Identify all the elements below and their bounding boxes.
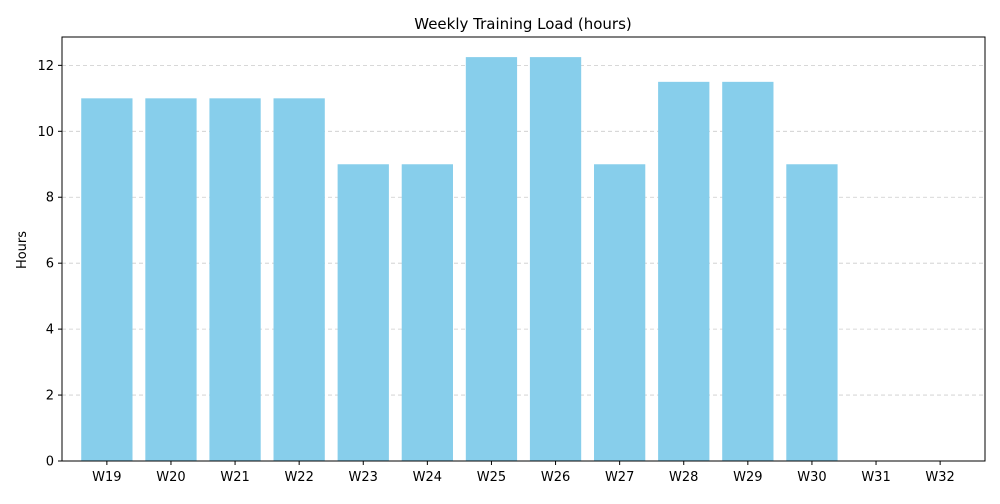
bar-w24 <box>401 164 453 462</box>
bar-w26 <box>529 57 582 462</box>
y-ticks: 0 2 4 6 8 10 12 <box>37 59 62 470</box>
y-tick-label: 6 <box>46 257 54 272</box>
bar-w21 <box>209 98 261 461</box>
x-ticks: W19 W20 W21 W22 W23 W24 W25 W26 W27 W28 W29 W30 W31 W… <box>92 461 955 485</box>
bar-w22 <box>273 98 325 461</box>
bar-w20 <box>145 98 197 461</box>
y-axis-label: Hours <box>15 231 30 269</box>
x-tick-label: W20 <box>156 470 185 485</box>
x-tick-label: W26 <box>541 470 570 485</box>
x-tick-label: W23 <box>349 470 378 485</box>
bar-w19 <box>81 98 133 461</box>
bar-w25 <box>465 57 518 462</box>
x-tick-label: W21 <box>220 470 249 485</box>
x-tick-label: W31 <box>861 470 890 485</box>
y-tick-label: 0 <box>46 455 54 470</box>
chart-title: Weekly Training Load (hours) <box>414 15 632 33</box>
x-tick-label: W22 <box>284 470 313 485</box>
y-tick-label: 8 <box>46 191 54 206</box>
x-tick-label: W32 <box>925 470 954 485</box>
bar-w28 <box>658 81 710 461</box>
bar-w29 <box>722 81 774 461</box>
x-tick-label: W30 <box>797 470 826 485</box>
bars <box>81 57 838 462</box>
x-tick-label: W24 <box>413 470 442 485</box>
x-tick-label: W28 <box>669 470 698 485</box>
bar-w30 <box>786 164 838 462</box>
y-tick-label: 2 <box>46 389 54 404</box>
y-tick-label: 4 <box>46 323 54 338</box>
bar-w23 <box>337 164 389 462</box>
x-tick-label: W25 <box>477 470 506 485</box>
x-tick-label: W29 <box>733 470 762 485</box>
y-tick-label: 12 <box>37 59 54 74</box>
gridlines <box>62 64 985 396</box>
x-tick-label: W19 <box>92 470 121 485</box>
x-tick-label: W27 <box>605 470 634 485</box>
bar-w27 <box>594 164 646 462</box>
plot-frame <box>61 36 986 462</box>
axes <box>61 36 986 462</box>
y-tick-label: 10 <box>37 125 54 140</box>
